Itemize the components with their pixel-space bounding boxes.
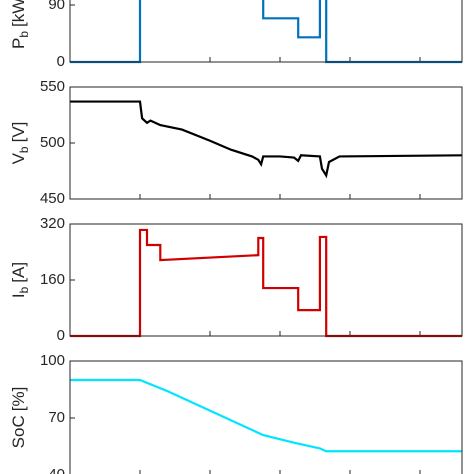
data-line [70,0,462,64]
y-label-unit: [V] [9,122,28,143]
plot-frame [69,360,463,474]
y-label-unit: [kW] [9,0,28,27]
y-axis-label: SoC [%] [9,387,28,449]
y-label-sub: b [17,286,31,293]
y-tick-label: 500 [40,134,65,151]
y-tick-label: 0 [57,53,65,70]
y-tick-label: 90 [48,0,65,13]
panel: 0 90 Pb [kW] [9,0,463,70]
plot-frame [69,0,463,63]
y-tick-label: 0 [57,327,65,344]
panel: 40 70 100 SoC [%] [9,352,463,474]
plot-frame [69,86,463,200]
plot-frame [69,223,463,337]
y-label-unit: [%] [9,387,28,412]
y-label-symbol: I [9,293,28,298]
y-label-symbol: V [9,152,28,164]
y-tick-label: 40 [48,466,65,474]
y-tick-label: 100 [40,352,65,369]
y-label-unit: [A] [9,262,28,283]
data-line [70,100,463,179]
data-line [70,378,462,453]
y-tick-label: 550 [40,78,65,95]
y-label-sub: b [17,146,31,153]
y-label-sub: b [17,31,31,38]
y-label-symbol: SoC [9,415,28,448]
y-axis-label: Ib [A] [9,262,31,298]
y-tick-label: 160 [40,271,65,288]
y-tick-label: 70 [48,409,65,426]
panel: 450 500 550 Vb [V] [9,78,463,207]
y-tick-label: 450 [40,190,65,207]
panel: 0 160 320 Ib [A] [9,215,463,344]
y-label-symbol: P [9,38,28,49]
y-axis-label: Vb [V] [9,122,31,165]
y-tick-label: 320 [40,215,65,232]
y-axis-label: Pb [kW] [9,0,31,49]
data-line [70,228,462,338]
